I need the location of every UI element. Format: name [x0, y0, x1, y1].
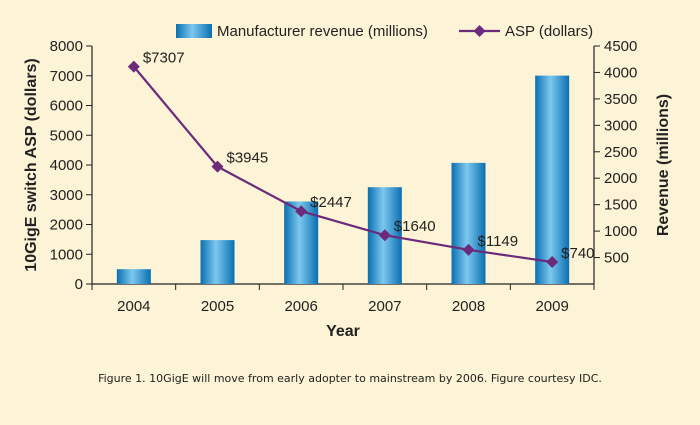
left-tick-label: 2000	[50, 217, 83, 234]
asp-point	[295, 205, 308, 218]
asp-data-label: $740	[561, 245, 594, 262]
x-tick-label: 2009	[535, 298, 568, 315]
asp-data-label: $3945	[227, 150, 269, 167]
x-tick-label: 2008	[452, 298, 485, 315]
asp-data-label: $7307	[143, 50, 185, 67]
figure-caption: Figure 1. 10GigE will move from early ad…	[98, 372, 602, 385]
asp-data-label: $1149	[478, 233, 519, 250]
asp-data-label: $2447	[310, 194, 352, 211]
left-tick-label: 8000	[50, 38, 83, 55]
legend-bar-label: Manufacturer revenue (millions)	[217, 23, 428, 40]
revenue-bar	[200, 240, 235, 284]
revenue-bar	[116, 269, 151, 284]
chart: 0 1000 2000 3000 4000 5000 6000 7000 8000 500 1000…	[23, 23, 672, 340]
right-tick-label: 4500	[604, 38, 637, 55]
right-tick-label: 4000	[604, 64, 637, 81]
x-tick-label: 2007	[368, 298, 401, 315]
x-tick-label: 2005	[201, 298, 234, 315]
right-tick-label: 500	[604, 250, 629, 267]
left-tick-label: 5000	[50, 127, 83, 144]
asp-point	[127, 60, 140, 73]
asp-line	[132, 65, 553, 264]
legend-bar-swatch	[176, 24, 212, 38]
asp-point	[462, 243, 475, 256]
legend-diamond-swatch	[473, 25, 486, 37]
right-tick-label: 2000	[604, 170, 637, 187]
right-tick-label: 2500	[604, 144, 637, 161]
asp-data-label: $1640	[394, 218, 436, 235]
revenue-bar	[535, 75, 570, 285]
legend-line-label: ASP (dollars)	[505, 23, 593, 40]
right-tick-label: 3500	[604, 91, 637, 108]
left-tick-label: 0	[75, 276, 83, 293]
right-tick-label: 1000	[604, 223, 637, 240]
left-tick-label: 3000	[50, 187, 83, 204]
asp-point	[211, 160, 224, 173]
left-tick-label: 1000	[50, 246, 83, 263]
left-tick-label: 7000	[50, 68, 83, 85]
left-tick-label: 4000	[50, 157, 83, 174]
right-axis-title: Revenue (millions)	[655, 94, 672, 236]
x-tick-label: 2006	[284, 298, 317, 315]
right-tick-label: 1500	[604, 197, 637, 214]
x-tick-label: 2004	[117, 298, 150, 315]
asp-point	[378, 229, 391, 242]
x-axis-title: Year	[326, 323, 360, 340]
revenue-bar	[451, 162, 486, 284]
left-tick-label: 6000	[50, 98, 83, 115]
left-axis-title: 10GigE switch ASP (dollars)	[23, 58, 40, 271]
right-tick-label: 3000	[604, 117, 637, 134]
asp-point	[546, 255, 559, 268]
